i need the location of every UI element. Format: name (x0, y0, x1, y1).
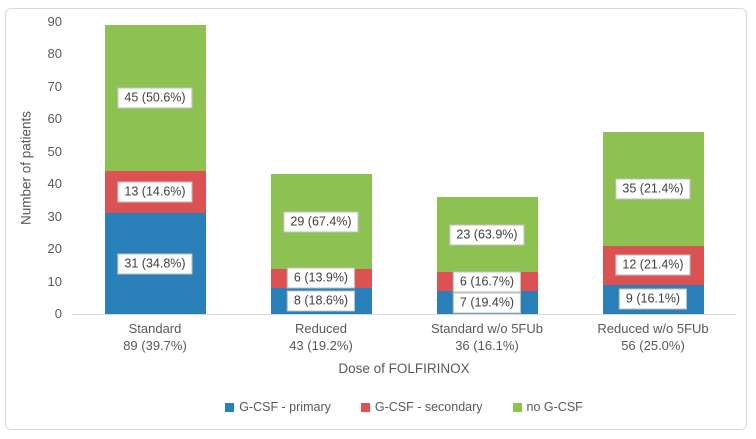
y-tick-label: 20 (47, 241, 62, 257)
legend-item: no G-CSF (512, 400, 583, 414)
category-name: Standard w/o 5FUb (430, 321, 543, 336)
bar-segment-label: 35 (21.4%) (615, 178, 691, 200)
category-name: Standard (128, 321, 182, 336)
y-tick-label: 80 (47, 46, 62, 62)
chart-frame-border (5, 8, 747, 430)
y-tick-label: 40 (47, 176, 62, 192)
y-tick-label: 60 (47, 111, 62, 127)
legend-item: G-CSF - primary (225, 400, 331, 414)
category-total: 56 (25.0%) (621, 337, 685, 353)
legend-label: G-CSF - primary (239, 400, 331, 414)
legend-item: G-CSF - secondary (360, 400, 483, 414)
bar-segment-label: 23 (63.9%) (449, 224, 525, 245)
legend: G-CSF - primary G-CSF - secondary no G-CSF (72, 400, 736, 414)
bar-segment-label: 8 (18.6%) (286, 290, 356, 312)
category-name: Reduced (294, 321, 348, 336)
legend-swatch (360, 402, 370, 412)
category-label: Standard 89 (39.7%) (65, 321, 245, 354)
legend-label: G-CSF - secondary (374, 400, 483, 414)
bar-segment-label: 6 (16.7%) (452, 271, 522, 293)
y-tick-label: 90 (47, 14, 62, 29)
y-tick-label: 50 (47, 143, 62, 159)
y-tick-label: 10 (47, 273, 62, 289)
category-label: Standard w/o 5FUb 36 (16.1%) (397, 321, 577, 354)
category-total: 89 (39.7%) (123, 337, 187, 353)
bar-segment-label: 12 (21.4%) (615, 254, 691, 276)
bar-segment-label: 29 (67.4%) (283, 211, 359, 233)
bar-segment-label: 45 (50.6%) (117, 87, 193, 109)
bar-segment-label: 9 (16.1%) (618, 288, 688, 310)
category-total: 43 (19.2%) (289, 337, 353, 353)
category-label: Reduced 43 (19.2%) (231, 321, 411, 354)
x-axis-title: Dose of FOLFIRINOX (338, 361, 470, 376)
y-tick-label: 0 (54, 306, 62, 321)
legend-label: no G-CSF (526, 400, 583, 414)
legend-swatch (512, 402, 522, 412)
category-label: Reduced w/o 5FUb 56 (25.0%) (563, 321, 743, 354)
y-tick-label: 70 (47, 78, 62, 94)
x-axis-line (72, 314, 736, 315)
bar-segment-label: 7 (19.4%) (452, 292, 522, 314)
legend-swatch (225, 402, 235, 412)
y-tick-label: 30 (47, 208, 62, 224)
category-name: Reduced w/o 5FUb (597, 321, 709, 336)
bar-segment-label: 31 (34.8%) (117, 253, 193, 275)
bar-segment-label: 6 (13.9%) (286, 267, 356, 289)
bar-segment-label: 13 (14.6%) (117, 181, 193, 203)
category-total: 36 (16.1%) (455, 337, 519, 353)
